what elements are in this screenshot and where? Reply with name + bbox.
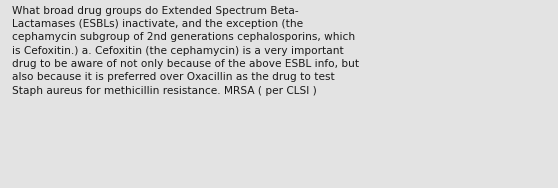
Text: What broad drug groups do Extended Spectrum Beta-
Lactamases (ESBLs) inactivate,: What broad drug groups do Extended Spect… xyxy=(12,6,359,96)
